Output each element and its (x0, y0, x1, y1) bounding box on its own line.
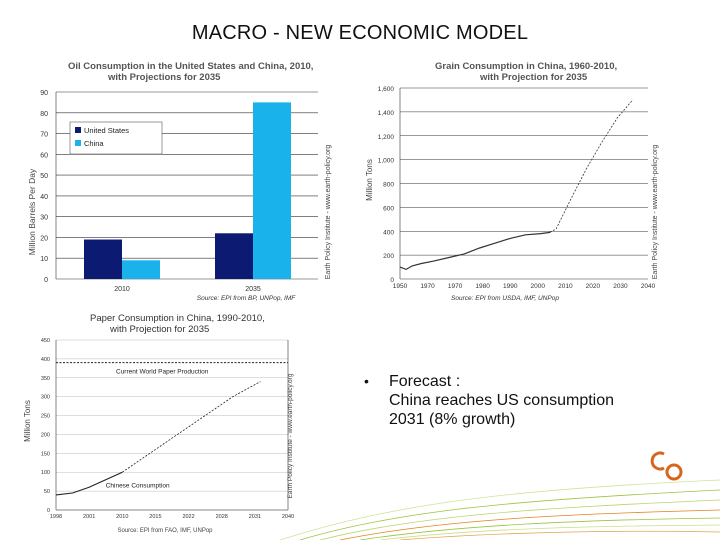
paper-history-line (55, 471, 123, 496)
paper-y-tick-label: 400 (41, 357, 50, 363)
oil-chart-title: Oil Consumption in the United States and… (68, 61, 313, 72)
grain-x-tick-label: 1980 (475, 283, 490, 290)
paper-chart-subtitle: with Projection for 2035 (109, 324, 209, 335)
oil-legend-swatch (75, 127, 81, 133)
slide-title: MACRO - NEW ECONOMIC MODEL (191, 22, 529, 44)
oil-legend-label: China (84, 139, 104, 148)
grain-side-note: Earth Policy Institute - www.earth-polic… (652, 145, 659, 280)
oil-x-tick-label: 2035 (245, 286, 261, 293)
grain-source: Source: EPI from USDA, IMF, UNPop (451, 295, 559, 302)
grain-x-tick-label: 1970 (448, 283, 463, 290)
oil-x-tick-label: 2010 (114, 286, 130, 293)
paper-x-tick-label: 1998 (50, 514, 62, 520)
grain-y-tick-label: 600 (383, 205, 394, 212)
oil-y-tick-label: 70 (40, 132, 48, 139)
grain-x-tick-label: 2000 (531, 283, 546, 290)
paper-side-note: Earth Policy Institute - www.earth-polic… (287, 373, 294, 498)
grain-x-tick-label: 2030 (613, 283, 628, 290)
grain-y-tick-label: 0 (390, 277, 394, 284)
decorative-swoosh (279, 479, 720, 540)
paper-x-tick-label: 2001 (83, 514, 95, 520)
grain-x-tick-label: 1990 (503, 283, 518, 290)
forecast-line-2: China reaches US consumption (389, 392, 615, 409)
grain-x-tick-label: 2040 (641, 283, 656, 290)
oil-legend: United States China (69, 121, 163, 155)
grain-consumption-chart: Grain Consumption in China, 1960-2010, w… (365, 61, 659, 302)
paper-chart-title: Paper Consumption in China, 1990-2010, (90, 313, 265, 324)
forecast-line-1: Forecast : (389, 373, 461, 390)
paper-x-tick-label: 2031 (249, 514, 261, 520)
grain-y-tick-label: 400 (383, 229, 394, 236)
oil-y-tick-label: 20 (40, 235, 48, 242)
paper-x-tick-label: 2010 (116, 514, 128, 520)
oil-consumption-chart: Oil Consumption in the United States and… (28, 61, 332, 302)
forecast-line-3: 2031 (8% growth) (389, 411, 516, 428)
paper-y-tick-label: 0 (47, 508, 50, 514)
oil-y-tick-label: 60 (40, 152, 48, 159)
bullet-marker: • (364, 373, 369, 389)
paper-consumption-chart: Paper Consumption in China, 1990-2010, w… (23, 313, 294, 534)
paper-y-tick-label: 100 (41, 470, 50, 476)
grain-x-tick-label: 1970 (420, 283, 435, 290)
oil-side-note: Earth Policy Institute - www.earth-polic… (325, 145, 332, 280)
grain-y-tick-label: 1,600 (378, 86, 395, 93)
oil-y-tick-label: 40 (40, 194, 48, 201)
oil-y-tick-label: 10 (40, 256, 48, 263)
forecast-text: Forecast : China reaches US consumption … (389, 372, 689, 429)
oil-source: Source: EPI from BP, UNPop, IMF (197, 295, 297, 302)
company-logo (650, 451, 683, 481)
oil-y-tick-label: 50 (40, 173, 48, 180)
grain-y-tick-label: 1,000 (378, 158, 395, 165)
paper-y-tick-label: 350 (41, 376, 50, 382)
paper-y-tick-label: 450 (41, 338, 50, 344)
grain-y-tick-label: 1,400 (378, 110, 395, 117)
oil-chart-subtitle: with Projections for 2035 (107, 72, 221, 83)
paper-y-tick-label: 50 (44, 489, 50, 495)
grain-y-tick-label: 200 (383, 253, 394, 260)
paper-y-tick-label: 300 (41, 395, 50, 401)
oil-legend-label: United States (84, 126, 129, 135)
grain-y-axis-label: Million Tons (365, 159, 374, 201)
oil-bar (253, 102, 291, 279)
paper-projection-line (122, 381, 261, 473)
oil-y-tick-label: 90 (40, 90, 48, 97)
oil-bar (122, 260, 160, 279)
paper-y-tick-label: 200 (41, 432, 50, 438)
grain-x-tick-label: 1950 (393, 283, 408, 290)
grain-y-tick-label: 1,200 (378, 134, 395, 141)
oil-y-tick-label: 80 (40, 111, 48, 118)
oil-legend-swatch (75, 140, 81, 146)
paper-y-axis-label: Million Tons (23, 400, 32, 442)
grain-x-tick-label: 2020 (586, 283, 601, 290)
paper-x-tick-label: 2015 (149, 514, 161, 520)
paper-x-tick-label: 2040 (282, 514, 294, 520)
oil-bar (84, 239, 122, 279)
paper-y-tick-label: 250 (41, 414, 50, 420)
paper-x-tick-label: 2028 (216, 514, 228, 520)
oil-bar (215, 233, 253, 279)
oil-y-axis-label: Million Barrels Per Day (28, 168, 37, 255)
oil-y-tick-label: 30 (40, 215, 48, 222)
oil-legend-box (69, 121, 163, 155)
paper-source: Source: EPI from FAO, IMF, UNPop (117, 528, 213, 534)
grain-history-line (399, 231, 551, 271)
grain-y-tick-label: 800 (383, 182, 394, 189)
paper-x-tick-label: 2022 (182, 514, 194, 520)
oil-y-tick-label: 0 (44, 277, 48, 284)
grain-x-tick-label: 2010 (558, 283, 573, 290)
grain-chart-title: Grain Consumption in China, 1960-2010, (435, 61, 617, 72)
paper-y-tick-label: 150 (41, 451, 50, 457)
grain-chart-subtitle: with Projection for 2035 (479, 72, 588, 83)
paper-reference-label: Current World Paper Production (116, 369, 209, 376)
paper-series-label: Chinese Consumption (106, 482, 170, 489)
grain-projection-line (549, 99, 634, 233)
